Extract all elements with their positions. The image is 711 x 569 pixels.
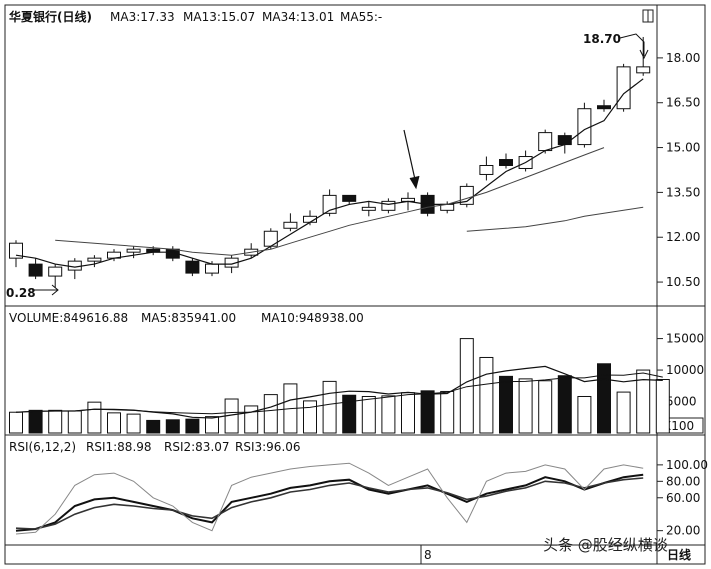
watermark: 头条 @股经纵横谈: [543, 536, 668, 554]
volume-bar: [342, 394, 357, 434]
volume-bar: [479, 356, 494, 434]
signal-arrow-icon: [403, 129, 417, 185]
volume-bar: [67, 410, 82, 434]
ma55-label: MA55:-: [340, 10, 382, 24]
candle-up: [616, 66, 631, 110]
volume-bar: [361, 395, 376, 434]
volume-bar: [126, 413, 141, 434]
low-arrow-icon: [32, 284, 59, 296]
candle-up: [479, 164, 494, 175]
candle-up: [48, 266, 63, 277]
volume-label: VOLUME:849616.88: [9, 311, 128, 325]
rsi-line-rsi3: [15, 462, 644, 535]
rsi-y-tick-label: 100.00: [666, 458, 708, 472]
rsi-y-tick-label: 80.00: [666, 474, 700, 488]
volume-bar: [48, 409, 63, 434]
volume-bar: [557, 375, 572, 434]
rsi2-label: RSI2:83.07: [164, 440, 230, 454]
candle-down: [557, 135, 572, 146]
volume-bar: [597, 363, 611, 434]
volume-bar: [616, 391, 631, 434]
volume-bar: [185, 418, 200, 434]
volume-bar: [263, 394, 278, 434]
candle-up: [205, 263, 219, 274]
rsi1-label: RSI1:88.98: [86, 440, 152, 454]
volume-bar: [322, 380, 337, 434]
volume-ma5-label: MA5:835941.00: [141, 311, 236, 325]
volume-bar: [146, 419, 161, 434]
candle-down: [342, 194, 357, 202]
period-label: 日线: [667, 547, 691, 562]
volume-bar: [165, 419, 180, 434]
rsi-line-rsi1: [15, 473, 644, 532]
volume-bar: [28, 409, 43, 434]
volume-bar: [636, 369, 651, 434]
candle-up: [381, 200, 396, 211]
candle-down: [499, 159, 513, 166]
x-tick-label: 8: [424, 548, 432, 562]
volume-bar: [381, 395, 396, 434]
candle-up: [9, 242, 23, 259]
volume-bar: [87, 401, 102, 434]
volume-bar: [401, 392, 415, 434]
volume-bar: [420, 390, 435, 434]
candle-up: [636, 66, 651, 74]
volume-bar: [655, 379, 670, 434]
price-y-tick-label: 15.00: [666, 141, 700, 155]
volume-bar: [538, 380, 553, 434]
volume-bar: [518, 378, 533, 434]
ma-line-ma34: [466, 206, 644, 232]
volume-bar: [107, 412, 121, 434]
high-price-label: 18.70: [583, 32, 621, 46]
price-y-tick-label: 10.50: [666, 275, 700, 289]
volume-bar: [440, 390, 455, 434]
volume-y-tick-label: 5000: [666, 395, 697, 409]
price-y-tick-label: 12.00: [666, 230, 700, 244]
candle-up: [538, 132, 553, 152]
volume-y-tick-label: 10000: [666, 363, 704, 377]
price-y-tick-label: 16.50: [666, 96, 700, 110]
rsi-y-tick-label: 60.00: [666, 491, 700, 505]
volume-bar: [499, 375, 513, 434]
rsi3-label: RSI3:96.06: [235, 440, 301, 454]
volume-panel: 15000 10000 5000: [9, 332, 704, 434]
ma-line-ma13: [55, 147, 605, 256]
ma3-label: MA3:17.33: [110, 10, 175, 24]
volume-bar: [577, 395, 592, 434]
candle-up: [126, 248, 141, 253]
candle-up: [577, 108, 592, 146]
rsi-panel: 100.00 80.00 60.00 20.00: [15, 458, 708, 538]
candle-down: [28, 263, 43, 277]
volume-y-tick-label: 15000: [666, 332, 704, 346]
volume-bar: [9, 411, 23, 434]
ma13-label: MA13:15.07: [183, 10, 255, 24]
volume-unit-label: X100: [663, 419, 694, 433]
price-y-tick-label: 13.50: [666, 185, 700, 199]
volume-bar: [244, 405, 259, 434]
candle-up: [67, 260, 82, 271]
chart-frame: [4, 4, 706, 565]
price-y-tick-label: 18.00: [666, 51, 700, 65]
candle-down: [185, 260, 200, 274]
candle-down: [597, 105, 611, 110]
rsi-line-rsi2: [15, 477, 644, 530]
ma34-label: MA34:13.01: [262, 10, 334, 24]
volume-ma10-line: [15, 372, 663, 415]
candle-up: [361, 206, 376, 211]
low-price-label: 0.28: [6, 286, 36, 300]
rsi-label: RSI(6,12,2): [9, 440, 76, 454]
candle-up: [87, 257, 102, 262]
volume-ma10-label: MA10:948938.00: [261, 311, 364, 325]
high-arrow-icon: [619, 33, 645, 56]
price-title: 华夏银行(日线): [9, 9, 92, 24]
candle-up: [283, 221, 298, 229]
price-panel: 18.00 16.50 15.00 13.50 12.00 10.50: [9, 36, 700, 289]
volume-bar: [303, 400, 317, 434]
volume-bar: [205, 416, 219, 434]
ma-line-ma3: [15, 78, 644, 268]
rsi-y-tick-label: 20.00: [666, 524, 700, 538]
